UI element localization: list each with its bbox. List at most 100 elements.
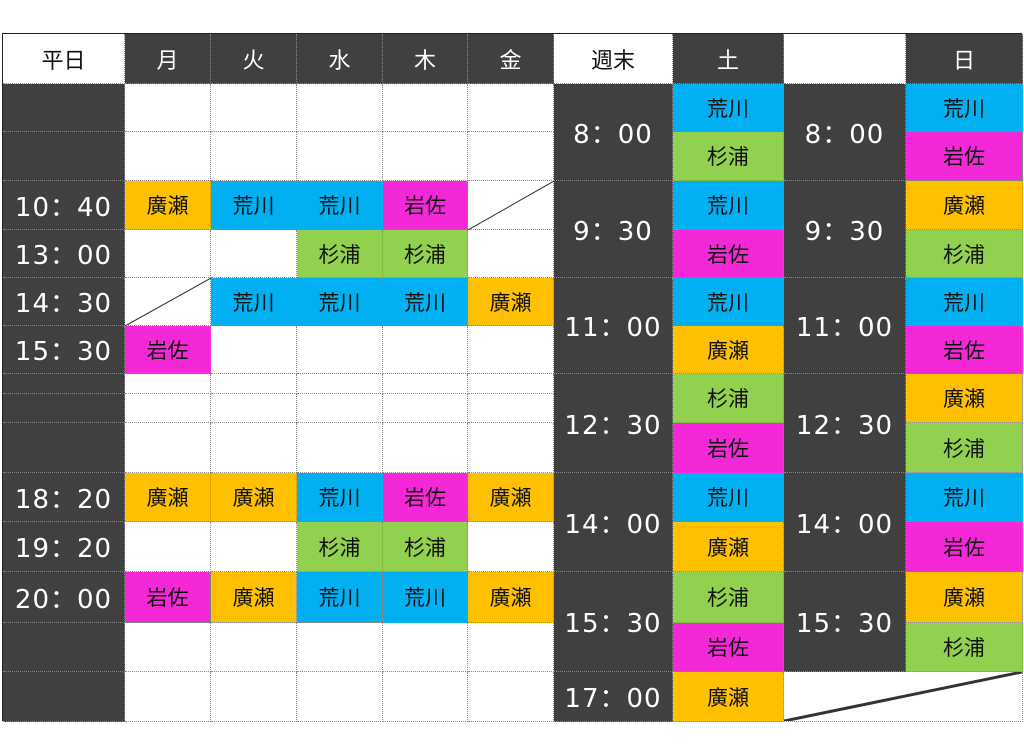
empty-cell — [383, 132, 468, 181]
time-label: 17：00 — [554, 672, 673, 722]
time-label: 13：00 — [3, 230, 125, 278]
empty-cell — [468, 623, 554, 672]
time-label: 15：30 — [784, 572, 906, 672]
day-header-3: 木 — [383, 34, 468, 84]
empty-cell — [125, 132, 211, 181]
shift-cell: 岩佐 — [673, 623, 784, 672]
empty-cell — [125, 394, 211, 423]
shift-cell: 荒川 — [673, 181, 784, 230]
day-header-1: 火 — [211, 34, 297, 84]
shift-cell: 岩佐 — [125, 326, 211, 374]
schedule-board: 平日月火水木金週末土日 10：40 廣瀬 荒川 荒川 岩佐 13：00 杉浦 杉浦 14：30 荒川… — [2, 33, 1023, 722]
shift-cell: 荒川 — [383, 278, 468, 326]
shift-cell: 杉浦 — [383, 230, 468, 278]
time-label — [3, 132, 125, 181]
shift-cell: 岩佐 — [383, 181, 468, 230]
weekday-header: 平日 — [3, 34, 125, 84]
shift-cell: 荒川 — [297, 473, 383, 522]
empty-cell — [125, 278, 211, 326]
shift-cell: 荒川 — [906, 278, 1023, 326]
shift-cell: 杉浦 — [673, 374, 784, 423]
shift-cell: 廣瀬 — [468, 473, 554, 522]
shift-cell: 廣瀬 — [125, 181, 211, 230]
shift-cell: 廣瀬 — [673, 522, 784, 572]
empty-cell — [297, 623, 383, 672]
empty-cell — [468, 394, 554, 423]
time-label: 20：00 — [3, 572, 125, 623]
empty-cell — [383, 326, 468, 374]
time-label: 12：30 — [554, 374, 673, 473]
empty-cell — [125, 423, 211, 473]
shift-cell: 廣瀬 — [125, 473, 211, 522]
shift-cell: 廣瀬 — [468, 572, 554, 623]
time-label — [3, 394, 125, 423]
day-header-0: 月 — [125, 34, 211, 84]
time-label: 15：30 — [554, 572, 673, 672]
shift-cell: 荒川 — [906, 473, 1023, 522]
empty-cell — [468, 672, 554, 722]
shift-cell: 杉浦 — [297, 230, 383, 278]
time-label: 11：00 — [554, 278, 673, 374]
time-label: 10：40 — [3, 181, 125, 230]
empty-cell — [211, 672, 297, 722]
time-label: 11：00 — [784, 278, 906, 374]
shift-cell: 岩佐 — [906, 326, 1023, 374]
day-header-2: 水 — [297, 34, 383, 84]
shift-cell: 荒川 — [297, 572, 383, 623]
empty-cell — [383, 672, 468, 722]
sunday-header: 日 — [906, 34, 1023, 84]
empty-cell — [468, 84, 554, 132]
shift-cell: 廣瀬 — [673, 672, 784, 722]
shift-cell: 杉浦 — [297, 522, 383, 572]
time-label: 19：20 — [3, 522, 125, 572]
shift-cell: 杉浦 — [906, 423, 1023, 473]
time-label — [3, 84, 125, 132]
empty-cell — [211, 522, 297, 572]
empty-cell — [125, 672, 211, 722]
shift-cell: 廣瀬 — [468, 278, 554, 326]
shift-cell: 廣瀬 — [211, 473, 297, 522]
empty-cell — [468, 230, 554, 278]
time-label — [3, 672, 125, 722]
empty-cell — [297, 84, 383, 132]
empty-cell — [468, 181, 554, 230]
shift-cell: 杉浦 — [906, 230, 1023, 278]
weekend-header: 週末 — [554, 34, 673, 84]
shift-cell: 杉浦 — [383, 522, 468, 572]
shift-cell: 杉浦 — [906, 623, 1023, 672]
empty-cell — [383, 84, 468, 132]
empty-cell — [468, 326, 554, 374]
shift-cell: 岩佐 — [383, 473, 468, 522]
time-label: 14：30 — [3, 278, 125, 326]
shift-cell: 荒川 — [906, 84, 1023, 132]
time-label — [3, 623, 125, 672]
empty-cell — [297, 374, 383, 394]
time-label — [3, 374, 125, 394]
shift-cell: 荒川 — [297, 278, 383, 326]
time-label: 15：30 — [3, 326, 125, 374]
blank-header — [784, 34, 906, 84]
empty-cell — [211, 230, 297, 278]
empty-cell — [211, 326, 297, 374]
empty-cell — [468, 132, 554, 181]
empty-cell — [125, 522, 211, 572]
empty-cell — [297, 132, 383, 181]
shift-cell: 廣瀬 — [211, 572, 297, 623]
empty-cell — [383, 623, 468, 672]
empty-cell — [211, 623, 297, 672]
shift-cell: 杉浦 — [673, 132, 784, 181]
empty-cell — [468, 423, 554, 473]
empty-cell — [125, 230, 211, 278]
time-label: 14：00 — [784, 473, 906, 572]
shift-cell: 廣瀬 — [906, 374, 1023, 423]
shift-cell: 岩佐 — [673, 230, 784, 278]
empty-cell — [211, 132, 297, 181]
empty-cell — [784, 672, 1023, 722]
time-label — [3, 423, 125, 473]
shift-cell: 荒川 — [297, 181, 383, 230]
empty-cell — [383, 423, 468, 473]
shift-cell: 杉浦 — [673, 572, 784, 623]
empty-cell — [211, 374, 297, 394]
empty-cell — [211, 84, 297, 132]
shift-cell: 岩佐 — [125, 572, 211, 623]
